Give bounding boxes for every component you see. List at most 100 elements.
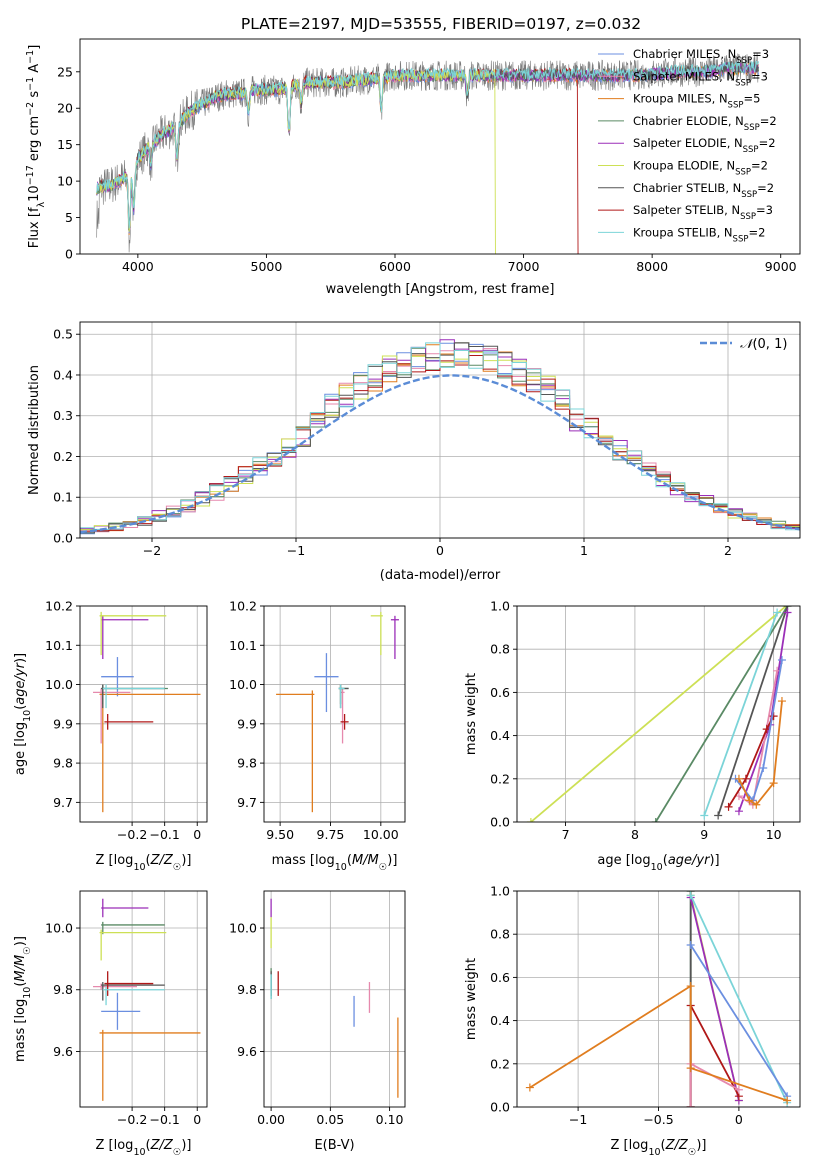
x-tick-label: 9.75 — [317, 827, 345, 842]
y-tick-label: 0.5 — [53, 327, 73, 342]
mass-weight-marker — [686, 1103, 695, 1107]
mass-weight-marker — [777, 697, 786, 706]
legend: 𝒩(0, 1) — [700, 337, 787, 352]
model-spectrum-line — [96, 67, 579, 254]
y-tick-label: 10.0 — [45, 677, 73, 692]
grid — [80, 605, 207, 822]
mass-weight-marker — [525, 1083, 534, 1092]
errorbar-point — [338, 684, 345, 709]
errorbar-point — [101, 982, 165, 1001]
plot-area — [93, 898, 201, 1101]
x-tick-label: 0 — [735, 1112, 743, 1127]
grid — [264, 605, 405, 822]
mass-vs-extinction-panel: 0.00 0.05 0.10 9.6 9.8 10.0 E(B-V) — [229, 890, 406, 1153]
x-axis-label: wavelength [Angstrom, rest frame] — [326, 282, 555, 297]
legend-entry: Salpeter MILES, NSSP=3 — [633, 69, 768, 88]
y-tick-label: 0.3 — [53, 408, 73, 423]
x-axis-label: age [log10(age/yr)] — [597, 853, 719, 873]
legend-entry: Salpeter ELODIE, NSSP=2 — [633, 136, 776, 155]
legend-entry: 𝒩(0, 1) — [740, 337, 787, 352]
mass-weight-marker — [734, 774, 743, 783]
x-axis-label: E(B-V) — [314, 1138, 354, 1153]
mass-weight-marker — [686, 1064, 695, 1073]
y-tick-label: 9.6 — [237, 1044, 257, 1059]
y-tick-label: 0.6 — [490, 970, 510, 985]
x-axis-label: Z [log10(Z/Z☉)] — [96, 853, 192, 873]
y-tick-label: 10.0 — [45, 921, 73, 936]
errorbar-point — [101, 992, 141, 1030]
errorbar-point — [101, 657, 134, 697]
y-tick-label: 10.2 — [229, 599, 257, 614]
x-tick-label: −0.1 — [149, 827, 179, 842]
y-tick-label: 0.8 — [490, 642, 510, 657]
axes: 7 8 9 10 0.0 0.2 0.4 0.6 0.8 1.0 age [log10(age/yr… — [464, 599, 801, 873]
axes: −2 −1 0 1 2 0.0 0.1 0.2 0.3 0.4 0.5 (data-model)/er… — [27, 321, 801, 583]
grid — [80, 891, 207, 1107]
mass-weight-marker — [745, 796, 754, 805]
axes: 4000 5000 6000 7000 8000 9000 0 5 10 15 20 25 wavele… — [25, 38, 801, 297]
errorbar-point — [99, 1029, 201, 1101]
errorbar-point — [101, 898, 149, 918]
grid — [264, 891, 405, 1107]
mass-weight-marker — [741, 774, 750, 783]
mass-weight-line — [717, 606, 789, 816]
plot-area — [526, 606, 792, 822]
y-tick-label: 10.1 — [229, 638, 257, 653]
x-tick-label: 9.50 — [266, 827, 294, 842]
y-axis-label: mass weight — [464, 673, 479, 755]
plot-area — [276, 611, 399, 813]
x-tick-label: 0.00 — [257, 1112, 285, 1127]
errorbar-point — [102, 684, 165, 709]
mass-weight-marker — [769, 779, 778, 788]
axes: 9.50 9.75 10.00 9.7 9.8 9.9 10.0 10.1 10.2 mass [… — [229, 599, 406, 873]
y-tick-label: 0.4 — [53, 367, 73, 382]
y-tick-label: 9.8 — [237, 756, 257, 771]
mass-weight-marker — [526, 818, 535, 822]
mass-weight-vs-age-panel: 7 8 9 10 0.0 0.2 0.4 0.6 0.8 1.0 age [log10(age/yr… — [464, 599, 801, 873]
y-tick-label: 1.0 — [490, 884, 510, 899]
spectrum-panel: 4000 5000 6000 7000 8000 9000 0 5 10 15 20 25 wavele… — [25, 38, 801, 297]
y-tick-label: 9.8 — [53, 982, 73, 997]
x-tick-label: −0.2 — [117, 827, 147, 842]
x-axis-label: (data-model)/error — [380, 568, 501, 583]
mass-weight-line — [530, 606, 787, 822]
x-tick-label: 1 — [580, 543, 588, 558]
y-tick-label: 9.7 — [237, 795, 257, 810]
mass-weight-vs-metallicity-panel: −1 −0.5 0 0.0 0.2 0.4 0.6 0.8 1.0 Z [log10(Z/Z☉)]… — [464, 884, 801, 1158]
y-tick-label: 10.0 — [229, 921, 257, 936]
y-tick-label: 0.0 — [490, 815, 510, 830]
mass-weight-marker — [734, 1085, 743, 1094]
legend-entry: Kroupa STELIB, NSSP=2 — [633, 225, 765, 244]
x-tick-label: −0.5 — [643, 1112, 673, 1127]
mass-weight-marker — [651, 818, 660, 822]
errorbar-point — [102, 986, 165, 1006]
mass-weight-marker — [783, 1096, 792, 1105]
y-tick-label: 0.2 — [490, 1056, 510, 1071]
axes-frame — [79, 38, 801, 255]
x-tick-label: 7 — [562, 827, 570, 842]
x-tick-label: −0.1 — [149, 1112, 179, 1127]
y-tick-label: 0.8 — [490, 927, 510, 942]
mass-weight-line — [727, 715, 775, 808]
mass-weight-line — [654, 606, 789, 822]
mass-weight-marker — [724, 802, 733, 811]
legend: Chabrier MILES, NSSP=3 Salpeter MILES, NS… — [598, 47, 777, 244]
axes-frame — [263, 890, 406, 1108]
legend-entry: Salpeter STELIB, NSSP=3 — [633, 203, 773, 222]
x-tick-label: −2 — [143, 543, 161, 558]
axes-frame — [263, 605, 406, 823]
y-tick-label: 1.0 — [490, 599, 510, 614]
axes: −0.2 −0.1 0 9.6 9.8 10.0 Z [log10(Z/Z☉)] mass [… — [13, 890, 208, 1158]
x-tick-label: 8 — [631, 827, 639, 842]
errorbar-point — [104, 714, 154, 730]
axes-frame — [79, 890, 208, 1108]
age-vs-metallicity-panel: −0.2 −0.1 0 9.7 9.8 9.9 10.0 10.1 10.2 Z [log10(Z… — [13, 599, 208, 873]
x-tick-label: −1 — [287, 543, 305, 558]
errorbar-point — [390, 615, 399, 660]
spectrum-data-line — [96, 52, 759, 253]
x-tick-label: 6000 — [379, 259, 411, 274]
errorbar-point — [99, 611, 167, 656]
mass-weight-marker — [773, 608, 782, 617]
y-axis-label: Flux [fλ10−17 erg cm−2 s−1 A−1] — [25, 45, 47, 249]
errorbar-point — [314, 653, 339, 713]
